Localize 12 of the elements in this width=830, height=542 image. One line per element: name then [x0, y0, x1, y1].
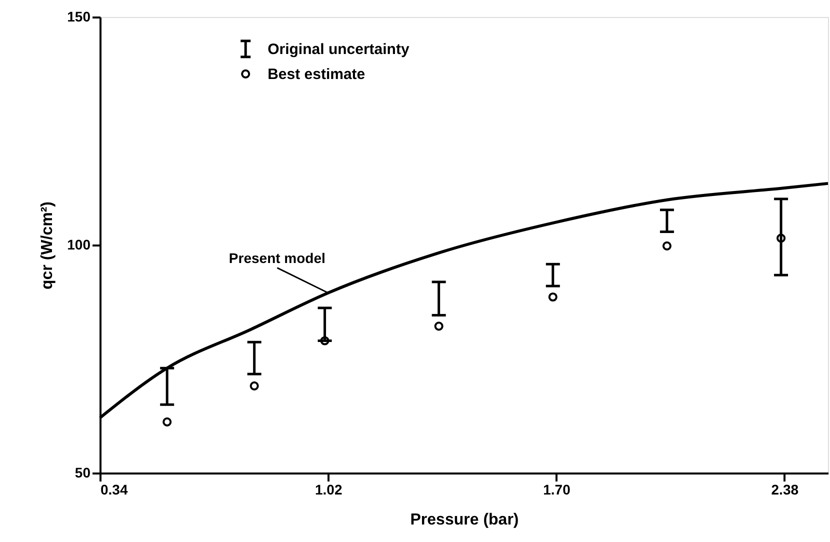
- series-label: Present model: [228, 250, 326, 266]
- annotation: Original uncertainty: [268, 40, 410, 58]
- y-tick-label: 100: [67, 236, 91, 252]
- x-tick-label: 1.70: [543, 482, 571, 498]
- y-axis-title: qcr (W/cm²): [39, 202, 56, 290]
- x-axis-title: Pressure (bar): [410, 512, 519, 528]
- legend-label: Best estimate: [268, 66, 366, 83]
- y-tick-label: 50: [74, 464, 91, 480]
- x-tick-label: 2.38: [771, 482, 799, 498]
- x-tick-label: 0.34: [100, 482, 128, 498]
- x-tick-label: 1.02: [315, 482, 342, 498]
- y-tick-label: 150: [67, 8, 91, 24]
